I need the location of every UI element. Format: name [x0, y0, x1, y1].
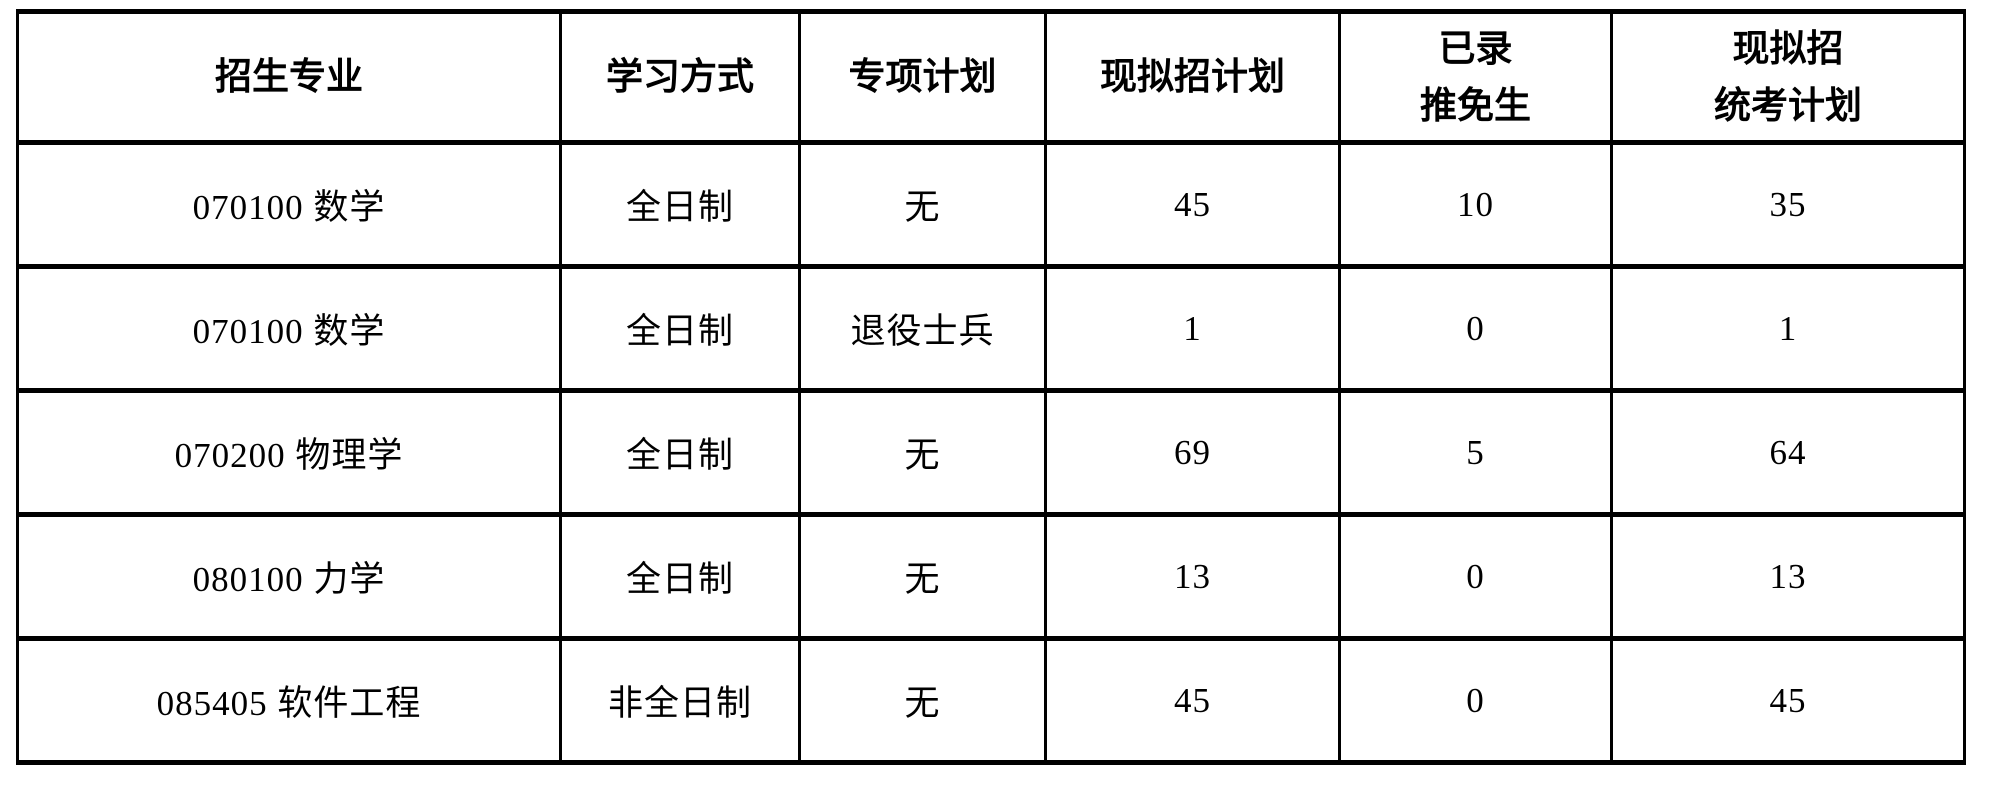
cell-study-mode: 全日制	[559, 388, 801, 517]
cell-special-plan: 无	[798, 512, 1047, 641]
cell-planned-enrollment: 13	[1044, 512, 1341, 641]
cell-admitted-recommended: 10	[1338, 140, 1613, 269]
table-row: 080100 力学 全日制 无 13 0 13	[16, 512, 1966, 641]
col-header-planned-enrollment: 现拟招计划	[1044, 9, 1341, 145]
col-header-admitted-recommended: 已录 推免生	[1338, 9, 1613, 145]
cell-planned-enrollment: 69	[1044, 388, 1341, 517]
cell-unified-exam-plan: 1	[1610, 264, 1966, 393]
cell-study-mode: 全日制	[559, 264, 801, 393]
cell-special-plan: 无	[798, 636, 1047, 765]
col-header-unified-exam-plan: 现拟招 统考计划	[1610, 9, 1966, 145]
cell-special-plan: 无	[798, 140, 1047, 269]
cell-major: 070100 数学	[16, 264, 562, 393]
cell-admitted-recommended: 0	[1338, 636, 1613, 765]
cell-admitted-recommended: 0	[1338, 512, 1613, 641]
cell-unified-exam-plan: 45	[1610, 636, 1966, 765]
table-row: 070200 物理学 全日制 无 69 5 64	[16, 388, 1966, 517]
cell-unified-exam-plan: 64	[1610, 388, 1966, 517]
cell-study-mode: 非全日制	[559, 636, 801, 765]
cell-special-plan: 无	[798, 388, 1047, 517]
cell-admitted-recommended: 0	[1338, 264, 1613, 393]
cell-unified-exam-plan: 13	[1610, 512, 1966, 641]
cell-major: 070200 物理学	[16, 388, 562, 517]
cell-unified-exam-plan: 35	[1610, 140, 1966, 269]
col-header-major: 招生专业	[16, 9, 562, 145]
cell-major: 070100 数学	[16, 140, 562, 269]
cell-planned-enrollment: 45	[1044, 140, 1341, 269]
table-row: 070100 数学 全日制 无 45 10 35	[16, 140, 1966, 269]
col-header-special-plan: 专项计划	[798, 9, 1047, 145]
table-row: 070100 数学 全日制 退役士兵 1 0 1	[16, 264, 1966, 393]
cell-planned-enrollment: 1	[1044, 264, 1341, 393]
table-row: 085405 软件工程 非全日制 无 45 0 45	[16, 636, 1966, 765]
cell-major: 080100 力学	[16, 512, 562, 641]
header-row: 招生专业 学习方式 专项计划 现拟招计划 已录 推免生 现拟招 统考计划	[16, 9, 1966, 145]
cell-study-mode: 全日制	[559, 512, 801, 641]
cell-planned-enrollment: 45	[1044, 636, 1341, 765]
cell-study-mode: 全日制	[559, 140, 801, 269]
col-header-study-mode: 学习方式	[559, 9, 801, 145]
cell-major: 085405 软件工程	[16, 636, 562, 765]
cell-admitted-recommended: 5	[1338, 388, 1613, 517]
cell-special-plan: 退役士兵	[798, 264, 1047, 393]
enrollment-plan-table: 招生专业 学习方式 专项计划 现拟招计划 已录 推免生 现拟招 统考计划 070…	[16, 9, 1966, 765]
